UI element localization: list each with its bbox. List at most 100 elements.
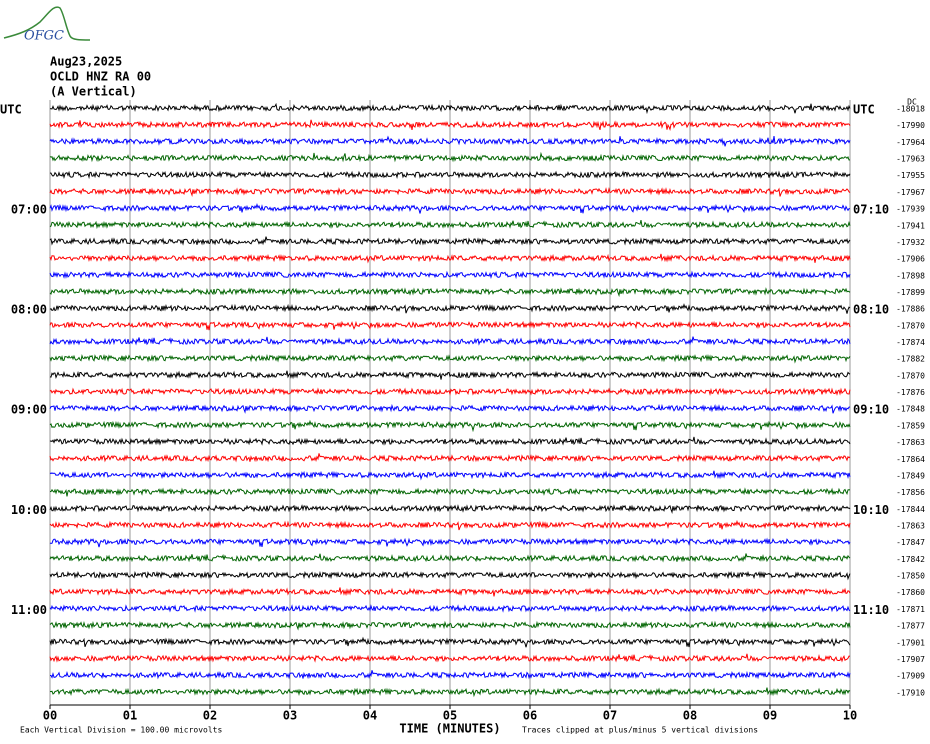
seismic-trace xyxy=(49,353,851,364)
dc-offset-label: -17870 xyxy=(896,371,925,380)
dc-offset-label: -17955 xyxy=(896,171,925,180)
logo-text: OFGC xyxy=(24,29,64,44)
dc-offset-label: -17909 xyxy=(896,672,925,681)
seismic-trace xyxy=(49,636,851,648)
right-time-label: 11:10 xyxy=(853,603,889,617)
footer-note: Traces clipped at plus/minus 5 vertical … xyxy=(522,726,758,735)
dc-offset-label: -17863 xyxy=(896,438,925,447)
x-tick-label: 04 xyxy=(363,709,377,723)
seismic-trace xyxy=(49,202,851,214)
dc-offset-label: -17939 xyxy=(896,205,925,214)
seismic-trace xyxy=(49,653,850,663)
seismic-trace xyxy=(49,102,851,115)
dc-offset-label: -17967 xyxy=(896,188,925,197)
title-line: OCLD HNZ RA 00 xyxy=(50,70,151,84)
seismic-trace xyxy=(49,436,851,446)
seismic-trace xyxy=(49,620,851,631)
offset-header: DC xyxy=(907,98,917,107)
dc-offset-label: -17990 xyxy=(896,121,925,130)
seismic-trace xyxy=(49,570,851,581)
seismic-trace xyxy=(49,336,851,346)
seismic-trace xyxy=(49,170,851,180)
x-tick-label: 01 xyxy=(123,709,137,723)
dc-offset-label: -17847 xyxy=(896,538,925,547)
right-time-label: 08:10 xyxy=(853,303,889,317)
seismic-trace xyxy=(49,135,851,147)
dc-offset-label: -17856 xyxy=(896,488,925,497)
seismic-trace xyxy=(49,320,851,331)
x-tick-label: 02 xyxy=(203,709,217,723)
seismic-trace xyxy=(49,419,851,433)
dc-offset-label: -17850 xyxy=(896,572,925,581)
x-tick-label: 05 xyxy=(443,709,457,723)
right-time-label: UTC xyxy=(853,103,875,117)
dc-offset-label: -17964 xyxy=(896,138,925,147)
dc-offset-label: -17882 xyxy=(896,355,925,364)
left-time-label: 07:00 xyxy=(11,203,47,217)
dc-offset-label: -17864 xyxy=(896,455,925,464)
title-line: Aug23,2025 xyxy=(50,55,122,69)
seismic-trace xyxy=(49,253,851,264)
title-line: (A Vertical) xyxy=(50,85,137,99)
dc-offset-label: -17941 xyxy=(896,221,925,230)
left-time-label: 11:00 xyxy=(11,603,47,617)
seismic-trace xyxy=(49,236,851,246)
dc-offset-label: -17898 xyxy=(896,271,925,280)
footer-note: Each Vertical Division = 100.00 microvol… xyxy=(20,726,222,735)
x-tick-label: 09 xyxy=(763,709,777,723)
dc-offset-label: -17871 xyxy=(896,605,925,614)
seismic-trace xyxy=(49,387,851,396)
dc-offset-label: -17859 xyxy=(896,421,925,430)
logo: OFGC xyxy=(3,6,91,44)
x-tick-label: 08 xyxy=(683,709,697,723)
seismic-trace xyxy=(49,303,851,314)
dc-offset-label: -17899 xyxy=(896,288,925,297)
seismic-trace xyxy=(49,453,851,463)
left-time-label: 09:00 xyxy=(11,403,47,417)
seismic-trace xyxy=(49,219,851,230)
dc-offset-label: -17901 xyxy=(896,638,925,647)
seismic-trace xyxy=(50,670,851,680)
x-tick-label: 06 xyxy=(523,709,537,723)
x-axis-label: TIME (MINUTES) xyxy=(399,722,500,736)
dc-offset-label: -17860 xyxy=(896,588,925,597)
dc-offset-label: -17963 xyxy=(896,155,925,164)
seismic-trace xyxy=(49,487,851,497)
left-time-label: 10:00 xyxy=(11,503,47,517)
seismic-trace xyxy=(49,537,851,548)
left-time-label: UTC xyxy=(0,103,22,117)
logo-curve xyxy=(3,6,91,41)
left-time-label: 08:00 xyxy=(11,303,47,317)
seismic-trace xyxy=(49,186,851,197)
seismic-trace xyxy=(49,470,851,481)
dc-offset-label: -17877 xyxy=(896,622,925,631)
seismic-trace xyxy=(49,587,851,597)
dc-offset-label: -17906 xyxy=(896,255,925,264)
dc-offset-label: -17842 xyxy=(896,555,925,564)
dc-offset-label: -17907 xyxy=(896,655,925,664)
dc-offset-label: -17910 xyxy=(896,688,925,697)
seismic-trace xyxy=(49,503,851,514)
x-tick-label: 00 xyxy=(43,709,57,723)
right-time-label: 09:10 xyxy=(853,403,889,417)
seismic-trace xyxy=(49,403,851,414)
seismic-trace xyxy=(49,553,851,563)
seismic-trace xyxy=(49,687,851,698)
x-tick-label: 03 xyxy=(283,709,297,723)
seismic-trace xyxy=(49,519,851,531)
dc-offset-label: -17848 xyxy=(896,405,925,414)
dc-offset-label: -17863 xyxy=(896,522,925,531)
dc-offset-label: -17870 xyxy=(896,321,925,330)
dc-offset-label: -17876 xyxy=(896,388,925,397)
seismic-trace xyxy=(49,151,851,163)
dc-offset-label: -18018 xyxy=(896,105,925,114)
seismic-trace xyxy=(49,287,851,298)
dc-offset-label: -17849 xyxy=(896,471,925,480)
seismic-trace xyxy=(49,604,851,613)
dc-offset-label: -17844 xyxy=(896,505,925,514)
x-tick-label: 10 xyxy=(843,709,857,723)
dc-offset-label: -17932 xyxy=(896,238,925,247)
dc-offset-label: -17874 xyxy=(896,338,925,347)
